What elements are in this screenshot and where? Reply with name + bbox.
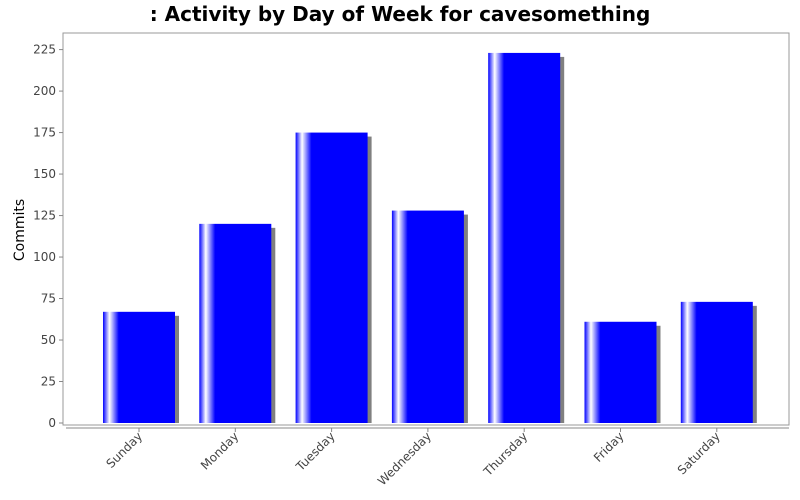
- y-tick-label: 175: [33, 126, 56, 140]
- y-axis: 0 25 50 75 100 125 150 175 200 225: [33, 43, 63, 430]
- chart-title: : Activity by Day of Week for cavesometh…: [149, 2, 651, 26]
- bar-tuesday: [295, 132, 368, 423]
- bar-sunday: [103, 311, 175, 423]
- x-tick-label: Monday: [198, 429, 241, 472]
- y-tick-label: 200: [33, 84, 56, 98]
- x-tick-label: Wednesday: [375, 429, 434, 488]
- y-axis-title: Commits: [12, 199, 28, 261]
- x-tick-label: Thursday: [480, 429, 530, 479]
- bar-wednesday: [391, 210, 464, 423]
- bars: [103, 52, 757, 424]
- y-tick-label: 0: [48, 416, 56, 430]
- bar-monday: [199, 223, 272, 423]
- bar-saturday: [680, 301, 753, 423]
- y-tick-label: 225: [33, 43, 56, 57]
- y-tick-label: 75: [41, 292, 56, 306]
- bar-thursday: [488, 52, 561, 424]
- y-tick-label: 125: [33, 209, 56, 223]
- y-tick-label: 150: [33, 167, 56, 181]
- y-tick-label: 100: [33, 250, 56, 264]
- x-tick-label: Friday: [591, 429, 627, 465]
- x-axis: Sunday Monday Tuesday Wednesday Thursday Frid…: [66, 427, 789, 488]
- x-tick-label: Sunday: [103, 429, 145, 471]
- x-tick-label: Saturday: [675, 429, 723, 477]
- bar-friday: [584, 321, 657, 423]
- x-tick-label: Tuesday: [293, 429, 338, 474]
- y-tick-label: 25: [41, 375, 56, 389]
- y-tick-label: 50: [41, 333, 56, 347]
